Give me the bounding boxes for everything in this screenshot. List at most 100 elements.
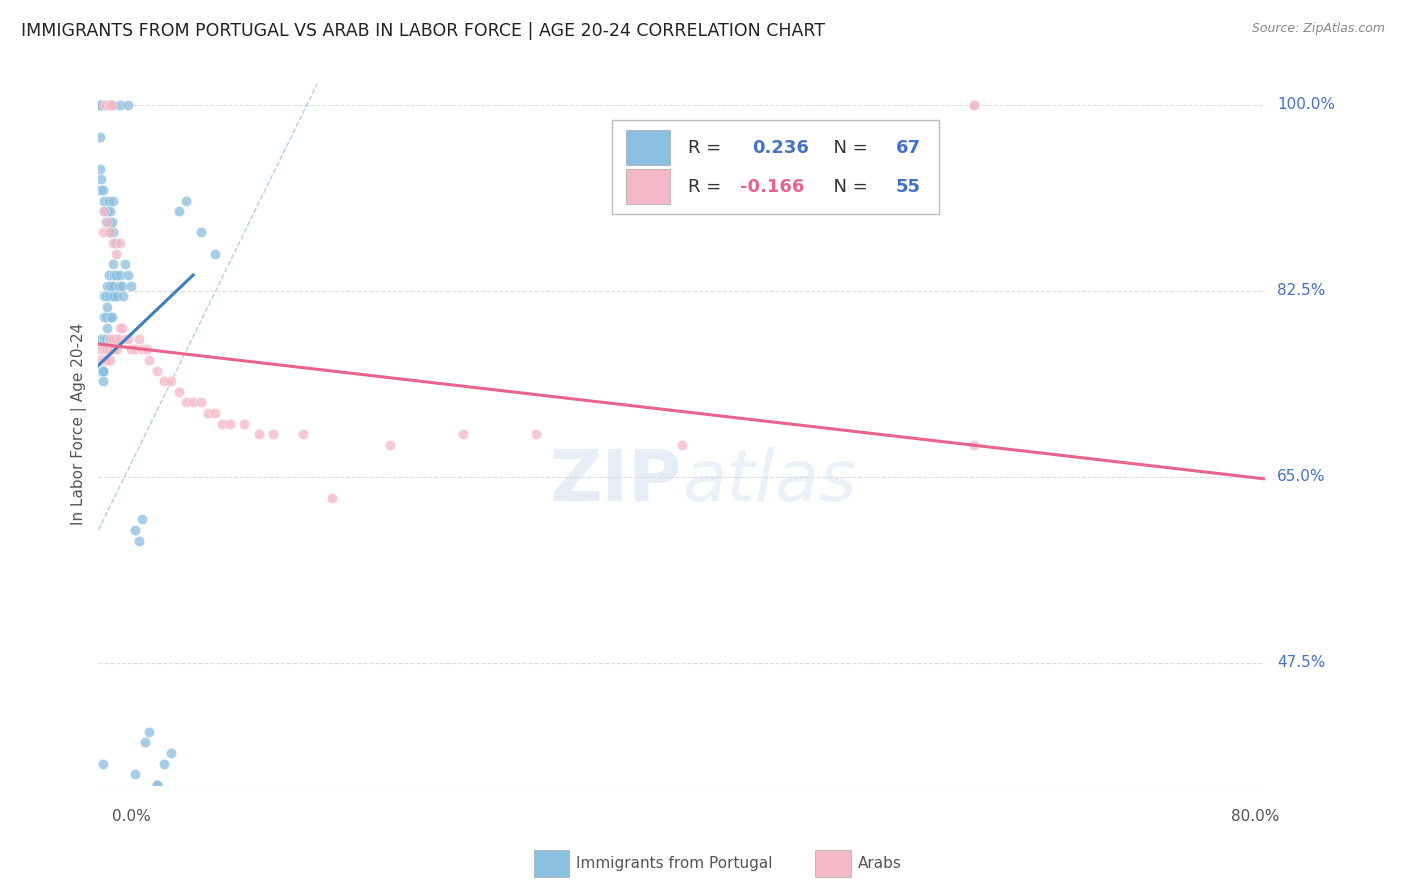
- Point: [94, 98, 117, 112]
- Point: [167, 384, 190, 399]
- Point: [93, 343, 115, 357]
- Point: [146, 778, 169, 792]
- Point: [105, 343, 128, 357]
- Text: 0.236: 0.236: [752, 138, 808, 157]
- Point: [93, 204, 115, 219]
- Point: [96, 343, 118, 357]
- Text: R =: R =: [688, 178, 727, 195]
- Point: [98, 226, 121, 240]
- Point: [89, 98, 111, 112]
- Text: 100.0%: 100.0%: [1277, 97, 1336, 112]
- Point: [91, 353, 114, 368]
- Point: [98, 353, 121, 368]
- Point: [97, 343, 120, 357]
- Point: [89, 98, 111, 112]
- Point: [97, 98, 120, 112]
- Point: [94, 343, 117, 357]
- Point: [89, 353, 111, 368]
- FancyBboxPatch shape: [626, 130, 671, 165]
- Point: [104, 236, 127, 251]
- Point: [105, 289, 128, 303]
- Point: [101, 194, 124, 208]
- Point: [93, 98, 115, 112]
- Y-axis label: In Labor Force | Age 20-24: In Labor Force | Age 20-24: [72, 323, 87, 524]
- Point: [97, 268, 120, 282]
- Point: [190, 395, 212, 409]
- Point: [91, 353, 114, 368]
- Point: [124, 343, 146, 357]
- Point: [93, 310, 115, 325]
- Point: [160, 746, 183, 760]
- Point: [89, 129, 111, 144]
- Point: [96, 98, 118, 112]
- Text: -0.166: -0.166: [741, 178, 804, 195]
- Point: [160, 374, 183, 388]
- Point: [89, 363, 111, 377]
- Point: [90, 353, 112, 368]
- Point: [117, 268, 139, 282]
- Point: [94, 310, 117, 325]
- Point: [91, 353, 114, 368]
- Point: [91, 183, 114, 197]
- Point: [451, 427, 474, 442]
- Point: [103, 268, 125, 282]
- Point: [98, 332, 121, 346]
- Point: [190, 226, 212, 240]
- Text: N =: N =: [823, 138, 873, 157]
- Point: [124, 523, 146, 537]
- Point: [135, 343, 157, 357]
- Point: [94, 332, 117, 346]
- Point: [962, 98, 984, 112]
- Point: [97, 332, 120, 346]
- Point: [96, 215, 118, 229]
- Text: Arabs: Arabs: [858, 856, 901, 871]
- Text: 0.0%: 0.0%: [112, 809, 152, 823]
- Point: [96, 278, 118, 293]
- Point: [134, 735, 156, 749]
- Text: 67: 67: [896, 138, 921, 157]
- Point: [262, 427, 284, 442]
- Point: [100, 98, 122, 112]
- Text: Source: ZipAtlas.com: Source: ZipAtlas.com: [1251, 22, 1385, 36]
- Point: [90, 332, 112, 346]
- Point: [104, 332, 127, 346]
- Point: [101, 332, 124, 346]
- Point: [124, 767, 146, 781]
- Point: [104, 268, 127, 282]
- Point: [104, 246, 127, 260]
- Point: [93, 363, 115, 377]
- Point: [98, 98, 121, 112]
- Point: [96, 353, 118, 368]
- Point: [97, 194, 120, 208]
- Point: [91, 756, 114, 771]
- Point: [167, 204, 190, 219]
- Point: [120, 343, 142, 357]
- Point: [108, 332, 131, 346]
- Point: [90, 343, 112, 357]
- Point: [101, 226, 124, 240]
- Point: [98, 278, 121, 293]
- Point: [89, 183, 111, 197]
- Point: [111, 278, 134, 293]
- Text: 65.0%: 65.0%: [1277, 469, 1326, 484]
- Point: [87, 353, 110, 368]
- Point: [90, 353, 112, 368]
- Point: [96, 321, 118, 335]
- Point: [128, 533, 150, 548]
- Point: [93, 204, 115, 219]
- Point: [91, 363, 114, 377]
- Point: [90, 353, 112, 368]
- Point: [174, 395, 197, 409]
- Point: [89, 98, 111, 112]
- Point: [90, 343, 112, 357]
- Point: [98, 310, 121, 325]
- Point: [91, 363, 114, 377]
- Text: ZIP: ZIP: [550, 447, 682, 516]
- Point: [131, 512, 153, 526]
- Point: [153, 374, 176, 388]
- Point: [120, 278, 142, 293]
- Point: [89, 98, 111, 112]
- Point: [89, 161, 111, 176]
- Point: [103, 289, 125, 303]
- Point: [91, 363, 114, 377]
